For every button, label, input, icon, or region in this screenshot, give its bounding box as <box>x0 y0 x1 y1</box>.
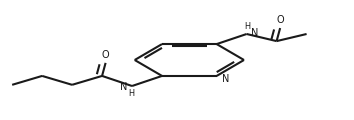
Text: N: N <box>222 74 229 84</box>
Text: N: N <box>251 28 258 38</box>
Text: H: H <box>128 89 134 98</box>
Text: N: N <box>120 82 127 92</box>
Text: O: O <box>276 15 284 25</box>
Text: O: O <box>102 50 109 60</box>
Text: H: H <box>244 22 250 31</box>
